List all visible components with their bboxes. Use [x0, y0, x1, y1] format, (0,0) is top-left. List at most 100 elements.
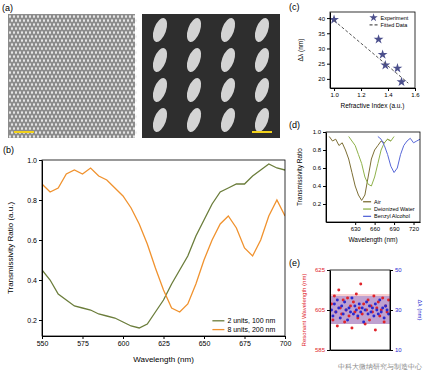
- nanostructure: [67, 131, 69, 134]
- nanostructure: [19, 35, 21, 38]
- watermark: 中科大微纳研究与制造中心: [338, 363, 422, 371]
- nanostructure: [71, 131, 73, 134]
- data-point: [346, 297, 349, 300]
- axis: 103050: [390, 267, 402, 353]
- nanostructure: [63, 99, 65, 102]
- nanostructure: [95, 107, 97, 110]
- nanostructure: [43, 91, 45, 94]
- nanostructure: [23, 43, 25, 46]
- nanostructure: [11, 123, 13, 126]
- nanostructure: [85, 15, 87, 18]
- nanostructure: [49, 87, 51, 90]
- nanostructure: [61, 103, 63, 106]
- nanostructure: [135, 99, 137, 102]
- axis-line: [330, 271, 331, 351]
- nanostructure: [105, 47, 107, 50]
- nanostructure: [71, 75, 73, 78]
- nanostructure: [63, 43, 65, 46]
- data-point: [361, 307, 364, 310]
- nanostructure: [125, 111, 127, 114]
- nanostructure: [73, 111, 75, 114]
- nanostructure: [41, 119, 43, 122]
- nanostructure: [115, 27, 117, 30]
- nanostructure: [45, 71, 47, 74]
- data-point: [334, 311, 337, 314]
- nanostructure: [111, 67, 113, 70]
- nanostructure: [65, 95, 67, 98]
- nanostructure: [49, 47, 51, 50]
- nanostructure: [19, 27, 21, 30]
- nanostructure: [69, 63, 71, 66]
- nanostructure: [73, 127, 75, 130]
- nanostructure: [71, 91, 73, 94]
- nanostructure: [49, 63, 51, 66]
- nanostructure: [13, 71, 15, 74]
- nanostructure: [45, 95, 47, 98]
- nanostructure: [79, 83, 81, 86]
- nanostructure: [31, 75, 33, 78]
- nanostructure: [77, 39, 79, 42]
- nanostructure: [11, 67, 13, 70]
- nanostructure: [113, 135, 115, 138]
- nanostructure: [87, 19, 89, 22]
- nanostructure: [85, 47, 87, 50]
- nanostructure: [117, 63, 119, 66]
- nanostructure: [83, 131, 85, 134]
- nanostructure: [91, 99, 93, 102]
- tick-mark: [394, 222, 395, 225]
- nanostructure: [109, 63, 111, 66]
- nanostructure: [41, 71, 43, 74]
- nanostructure: [218, 106, 238, 134]
- tick: 700: [280, 336, 292, 347]
- nanostructure: [15, 107, 17, 110]
- nanostructure: [13, 87, 15, 90]
- nanostructure: [29, 127, 31, 130]
- nanostructure: [129, 103, 131, 106]
- tick: 0.4: [313, 183, 326, 189]
- nanostructure: [127, 19, 129, 22]
- nanostructure: [71, 83, 73, 86]
- nanostructure: [61, 71, 63, 74]
- nanostructure: [119, 35, 121, 38]
- nanostructure: [115, 75, 117, 78]
- nanostructure: [59, 59, 61, 62]
- nanostructure: [117, 39, 119, 42]
- nanostructure: [115, 99, 117, 102]
- nanostructure: [49, 135, 51, 138]
- tick-mark: [334, 88, 335, 91]
- nanostructure: [99, 51, 101, 54]
- nanostructure: [9, 31, 11, 34]
- nanostructure: [41, 23, 43, 26]
- nanostructure: [69, 79, 71, 82]
- nanostructure: [41, 15, 43, 18]
- nanostructure: [57, 79, 59, 82]
- nanostructure: [33, 39, 35, 42]
- nanostructure: [69, 47, 71, 50]
- nanostructure: [43, 83, 45, 86]
- nanostructure: [99, 91, 101, 94]
- nanostructure: [31, 43, 33, 46]
- nanostructure: [69, 31, 71, 34]
- nanostructure: [95, 131, 97, 134]
- nanostructure: [47, 43, 49, 46]
- nanostructure: [87, 107, 89, 110]
- nanostructure: [119, 83, 121, 86]
- nanostructure: [127, 59, 129, 62]
- nanostructure: [97, 95, 99, 98]
- nanostructure: [29, 135, 31, 138]
- nanostructure: [41, 87, 43, 90]
- nanostructure: [61, 95, 63, 98]
- nanostructure: [29, 103, 31, 106]
- nanostructure: [17, 31, 19, 34]
- nanostructure: [123, 131, 125, 134]
- tick-label: 25: [318, 61, 325, 67]
- nanostructure: [13, 119, 15, 122]
- data-point: [362, 321, 365, 324]
- data-point: [346, 319, 349, 322]
- nanostructure: [127, 83, 129, 86]
- nanostructure: [39, 99, 41, 102]
- nanostructure: [101, 55, 103, 58]
- legend-label: 8 units, 200 nm: [227, 326, 275, 333]
- nanostructure: [37, 119, 39, 122]
- nanostructure: [71, 35, 73, 38]
